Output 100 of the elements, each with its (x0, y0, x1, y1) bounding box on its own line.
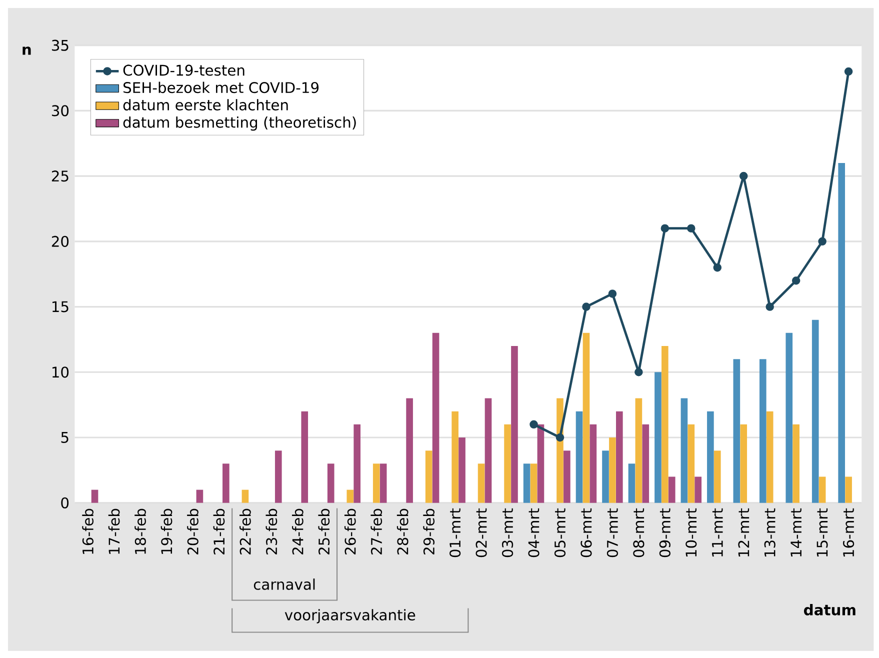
legend-label: datum besmetting (theoretisch) (123, 116, 356, 131)
bar (733, 359, 740, 504)
bar (759, 359, 766, 504)
point (792, 276, 800, 285)
bar (668, 476, 676, 504)
x-tick-label: 19-feb (160, 509, 172, 554)
bar (602, 450, 609, 504)
bar (406, 398, 413, 504)
x-tick-label: 10-mrt (686, 508, 697, 557)
bar (354, 424, 360, 504)
bar (818, 476, 826, 504)
bar (196, 490, 204, 504)
x-tick-label: 13-mrt (764, 508, 776, 557)
text: voorjaarsvakantie (284, 609, 416, 624)
bar (432, 333, 440, 504)
x-tick-label: 01-mrt (450, 508, 461, 558)
bar (582, 333, 590, 504)
x-tick-label: 24-feb (292, 509, 304, 555)
y-tick-label: 30 (52, 105, 69, 116)
point (818, 237, 826, 246)
legend-label: SEH-bezoek met COVID-19 (124, 82, 319, 94)
x-tick-label: 15-mrt (816, 508, 828, 557)
bar (694, 476, 702, 504)
bar (838, 163, 846, 504)
bar (458, 438, 466, 504)
bar (504, 424, 511, 504)
bar (740, 424, 748, 504)
bar (530, 464, 538, 504)
bar (812, 320, 819, 504)
bar (91, 490, 98, 504)
x-tick-label: 22-feb (240, 509, 251, 555)
bar (576, 412, 583, 504)
bar (242, 490, 249, 504)
bar (616, 412, 623, 504)
bar (222, 464, 230, 504)
bar (714, 450, 721, 504)
bar (380, 464, 387, 504)
point (582, 302, 590, 312)
x-tick-label: 29-feb (423, 509, 435, 555)
point (608, 290, 617, 298)
y-tick-label: 20 (52, 236, 69, 248)
bar (766, 412, 774, 504)
bar (628, 464, 636, 504)
bar (642, 424, 650, 504)
x-tick-label: 26-feb (344, 509, 356, 555)
x-tick-label: 16-feb (82, 509, 94, 554)
x-tick-label: 05-mrt (554, 508, 566, 558)
point (556, 434, 564, 442)
point (739, 172, 748, 180)
bar (478, 464, 485, 504)
y-tick-label: 15 (52, 302, 68, 312)
x-tick-label: 20-feb (187, 509, 198, 555)
point (844, 68, 853, 76)
x-tick-label: 23-feb (266, 509, 278, 555)
x-tick-label: 18-feb (134, 509, 146, 554)
bar (452, 412, 458, 504)
bar (680, 398, 688, 504)
x-tick-label: 08-mrt (633, 508, 644, 558)
x-tick-label: 02-mrt (476, 508, 487, 558)
x-tick-label: 25-feb (318, 509, 330, 555)
bar (786, 333, 793, 504)
point (713, 264, 722, 272)
x-axis-title: datum (804, 604, 856, 616)
bar (845, 476, 852, 504)
x-tick-label: 04-mrt (528, 508, 540, 558)
point (634, 368, 643, 376)
bar (792, 424, 800, 504)
bar (301, 412, 308, 504)
bar (274, 450, 282, 504)
point (766, 302, 774, 312)
bar (654, 372, 662, 504)
bar (484, 398, 492, 504)
y-tick-label: 10 (52, 366, 69, 378)
bar (523, 464, 530, 504)
y-axis-title: n (22, 46, 31, 55)
y-tick-label: 25 (52, 170, 68, 182)
legend-label: COVID-19-testen (123, 64, 244, 76)
bar (346, 490, 354, 504)
bar (635, 398, 642, 504)
bar (609, 438, 616, 504)
y-tick-label: 35 (52, 40, 68, 52)
point (660, 224, 670, 233)
legend-label: datum eerste klachten (123, 99, 288, 111)
y-tick-label: 0 (61, 498, 69, 509)
x-tick-label: 06-mrt (580, 508, 592, 558)
bar (372, 464, 380, 504)
x-tick-label: 07-mrt (606, 508, 618, 558)
x-tick-label: 09-mrt (659, 508, 670, 558)
x-tick-label: 17-feb (108, 509, 120, 554)
bar (590, 424, 597, 504)
bar (537, 424, 544, 504)
bar (511, 346, 518, 504)
x-tick-label: 16-mrt (843, 508, 854, 557)
bar (688, 424, 695, 504)
x-tick-label: 28-feb (396, 509, 408, 555)
x-tick-label: 21-feb (213, 509, 225, 555)
x-tick-label: 11-mrt (712, 508, 723, 557)
point (687, 224, 696, 233)
x-tick-label: 12-mrt (738, 508, 750, 557)
bar (564, 450, 570, 504)
